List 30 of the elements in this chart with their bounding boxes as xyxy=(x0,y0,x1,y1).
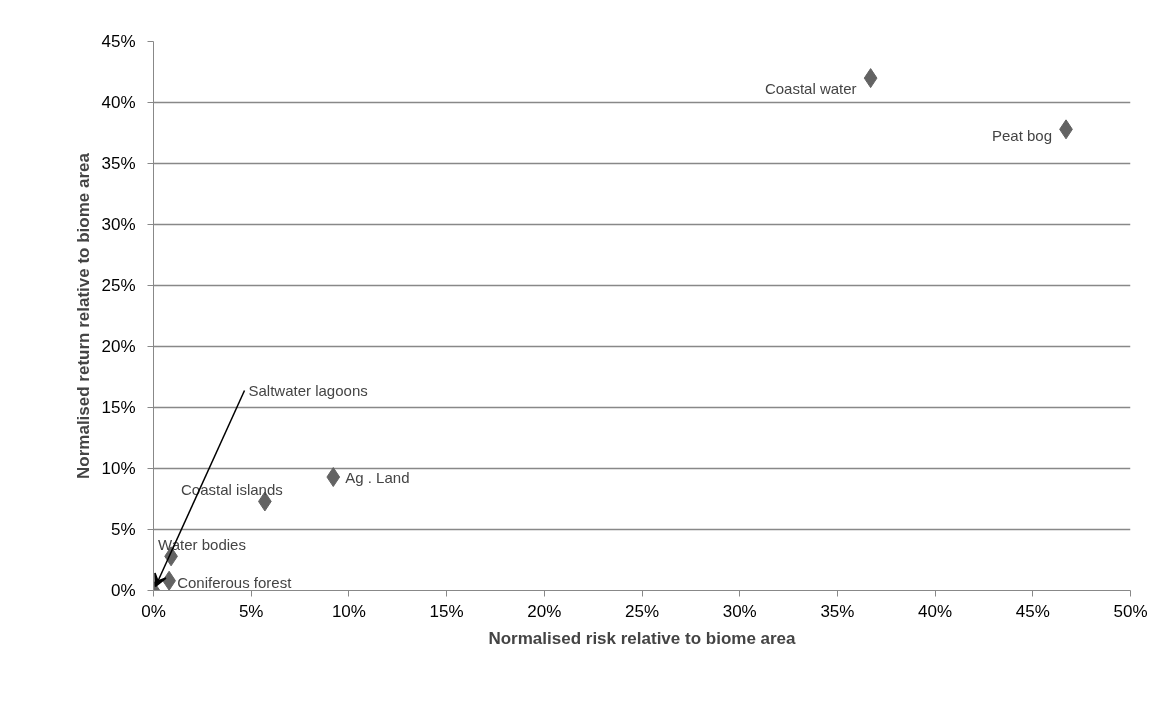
x-tick-label: 40% xyxy=(918,601,953,621)
y-tick-label: 5% xyxy=(110,520,136,539)
point xyxy=(326,467,341,488)
x-tick-label: 25% xyxy=(624,601,660,621)
annotation: Coniferous forest xyxy=(177,574,293,592)
annotation: Peat bog xyxy=(991,126,1053,144)
x-tick-label: 5% xyxy=(238,601,264,621)
y-tick-label: 25% xyxy=(101,276,136,295)
annotation: Saltwater lagoons xyxy=(248,382,368,399)
y-tick-label: 30% xyxy=(101,215,136,234)
annotation: Ag . Land xyxy=(345,468,410,486)
x-tick-label: 0% xyxy=(141,601,166,621)
y-tick-label: 0% xyxy=(110,581,136,600)
x-tick-label: 50% xyxy=(1113,601,1148,621)
x-tick-label: 45% xyxy=(1015,601,1050,621)
y-tick-label: 45% xyxy=(101,32,136,51)
x-axis-title: Normalised risk relative to biome area xyxy=(488,628,797,648)
x-tick-label: 30% xyxy=(722,601,757,621)
y-axis-title: Normalised return relative to biome area xyxy=(74,152,94,479)
x-tick-label: 35% xyxy=(820,601,855,621)
x-tick-label: 20% xyxy=(527,601,562,621)
annotation: Coastal water xyxy=(764,79,857,97)
x-tick-label: 10% xyxy=(331,601,366,621)
y-tick-label: 15% xyxy=(101,398,136,417)
point xyxy=(863,68,878,89)
x-tick-label: 15% xyxy=(429,601,464,621)
y-tick-label: 35% xyxy=(101,154,136,173)
y-tick-label: 40% xyxy=(101,93,136,112)
y-tick-label: 20% xyxy=(101,337,136,356)
y-tick-label: 10% xyxy=(101,459,136,478)
